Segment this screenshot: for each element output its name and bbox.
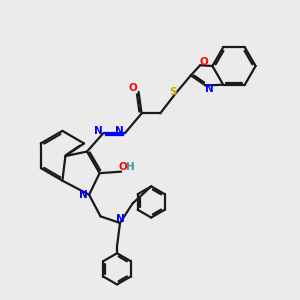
Text: O: O bbox=[128, 83, 137, 93]
Text: O: O bbox=[199, 57, 208, 67]
Text: N: N bbox=[115, 126, 124, 136]
Text: S: S bbox=[169, 87, 177, 97]
Text: N: N bbox=[205, 84, 214, 94]
Text: N: N bbox=[94, 126, 103, 136]
Text: N: N bbox=[116, 214, 125, 224]
Text: O: O bbox=[119, 163, 128, 172]
Text: N: N bbox=[79, 190, 88, 200]
Text: H: H bbox=[126, 163, 135, 172]
